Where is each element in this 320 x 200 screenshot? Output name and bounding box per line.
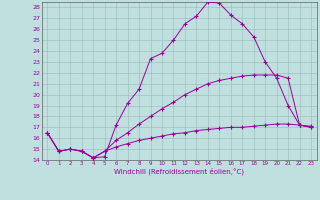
X-axis label: Windchill (Refroidissement éolien,°C): Windchill (Refroidissement éolien,°C) xyxy=(114,168,244,175)
